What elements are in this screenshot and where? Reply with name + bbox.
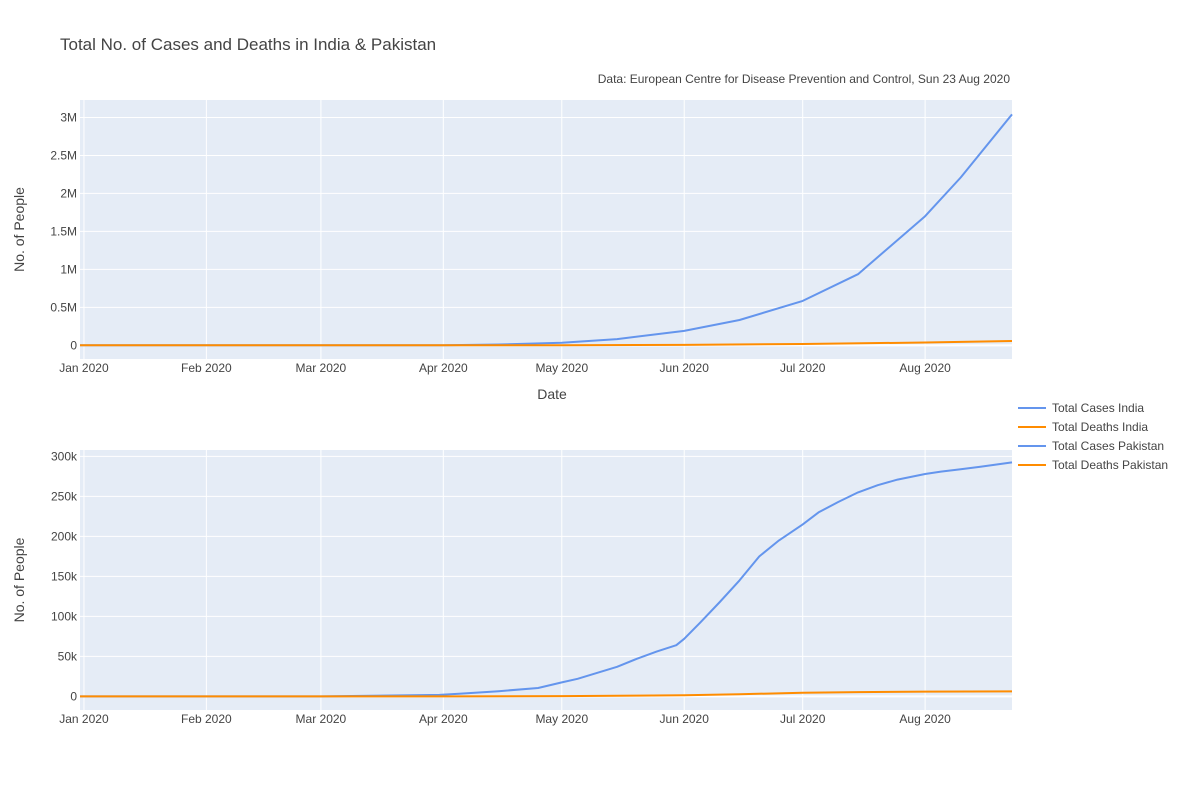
x-tick-label: Jun 2020 [660,361,710,375]
plot-background [80,450,1012,710]
y-tick-label: 1.5M [50,224,77,238]
x-tick-label: Feb 2020 [181,361,232,375]
x-tick-label: Aug 2020 [899,712,951,726]
x-tick-label: Apr 2020 [419,361,468,375]
legend-label: Total Deaths India [1052,420,1148,434]
x-tick-label: Mar 2020 [296,361,347,375]
y-tick-label: 2M [60,186,77,200]
y-tick-label: 200k [51,529,78,543]
legend[interactable]: Total Cases India Total Deaths India Total… [1018,401,1168,472]
legend-item-total-deaths-pakistan[interactable]: Total Deaths Pakistan [1018,458,1168,472]
series-line-total-deaths-pakistan [80,690,1013,698]
x-tick-label: May 2020 [535,712,588,726]
chart-title: Total No. of Cases and Deaths in India &… [60,35,436,54]
y-tick-label: 3M [60,110,77,124]
x-tick-label: May 2020 [535,361,588,375]
y-tick-label: 100k [51,609,78,623]
legend-label: Total Cases Pakistan [1052,439,1164,453]
y-tick-label: 150k [51,569,78,583]
y-tick-label: 2.5M [50,148,77,162]
legend-item-total-cases-india[interactable]: Total Cases India [1018,401,1144,415]
x-tick-label: Jul 2020 [780,712,826,726]
x-tick-label: Aug 2020 [899,361,951,375]
x-tick-label: Jan 2020 [59,361,109,375]
legend-item-total-cases-pakistan[interactable]: Total Cases Pakistan [1018,439,1164,453]
legend-label: Total Deaths Pakistan [1052,458,1168,472]
y-axis-title: No. of People [11,537,27,622]
x-tick-label: Feb 2020 [181,712,232,726]
chart-source-note: Data: European Centre for Disease Preven… [598,72,1011,86]
y-tick-label: 0 [70,689,77,703]
india-subplot: Jan 2020 Feb 2020 Mar 2020 Apr 2020 May 2020… [11,100,1013,402]
y-axis-title: No. of People [11,187,27,272]
pakistan-subplot: Jan 2020 Feb 2020 Mar 2020 Apr 2020 May 2020… [11,449,1013,726]
y-tick-label: 50k [58,649,78,663]
x-tick-label: Jan 2020 [59,712,109,726]
y-tick-label: 1M [60,262,77,276]
y-tick-label: 0.5M [50,300,77,314]
y-tick-label: 0 [70,338,77,352]
x-axis-title: Date [537,386,567,402]
y-tick-label: 300k [51,449,78,463]
x-tick-label: Mar 2020 [296,712,347,726]
x-tick-label: Apr 2020 [419,712,468,726]
x-tick-label: Jun 2020 [660,712,710,726]
series-line-total-cases-pakistan [80,461,1013,698]
legend-item-total-deaths-india[interactable]: Total Deaths India [1018,420,1148,434]
y-tick-label: 250k [51,489,78,503]
plot-background [80,100,1012,359]
legend-label: Total Cases India [1052,401,1144,415]
series-line-total-deaths-india [80,340,1013,347]
x-tick-label: Jul 2020 [780,361,826,375]
